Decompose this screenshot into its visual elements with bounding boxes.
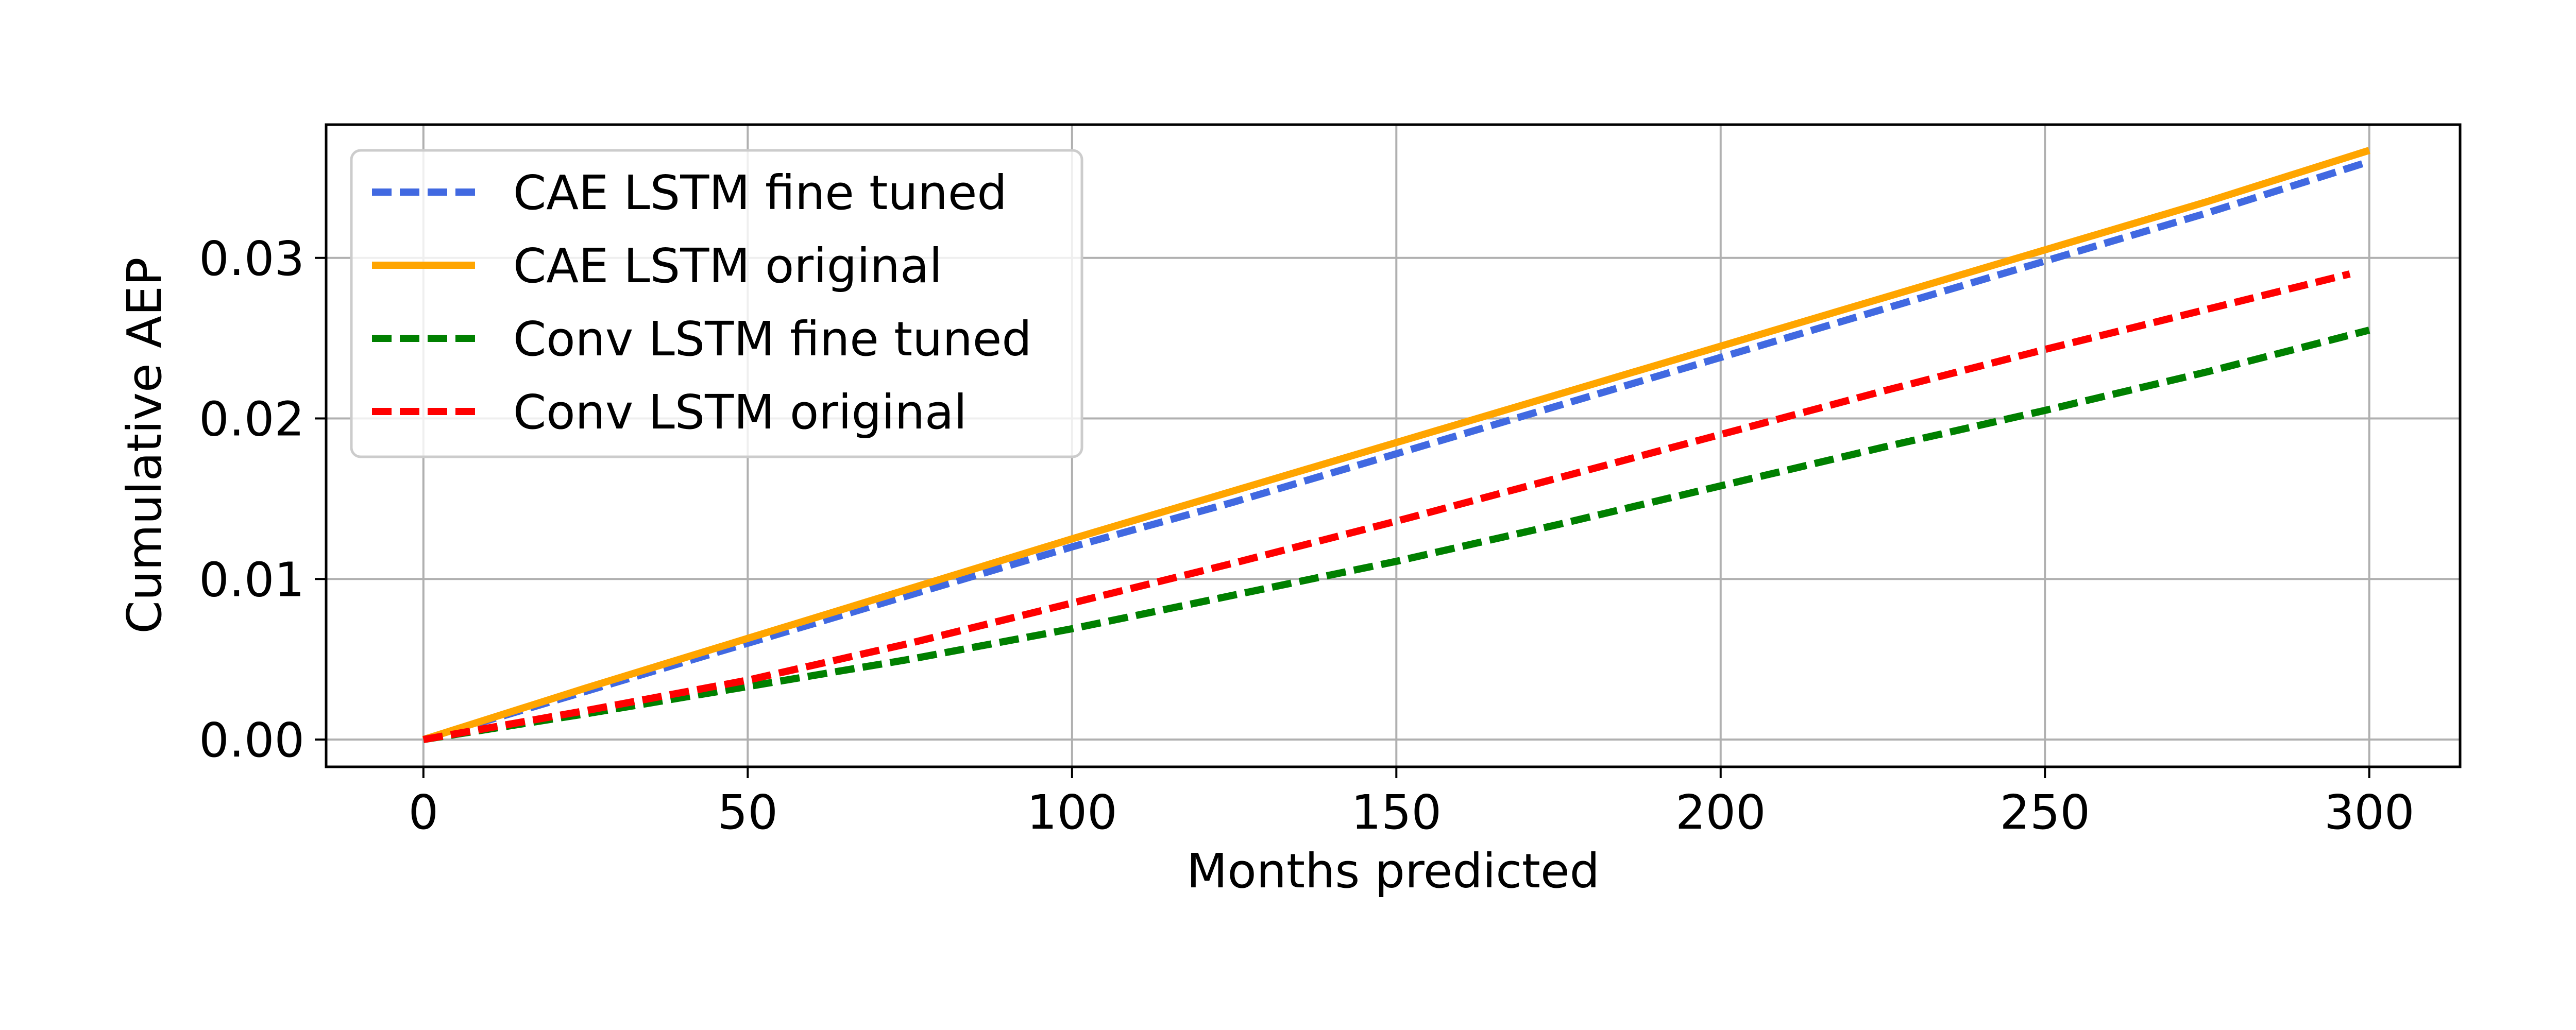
legend-box bbox=[350, 149, 1083, 458]
legend-label: Conv LSTM fine tuned bbox=[513, 312, 1032, 367]
legend: CAE LSTM fine tuned CAE LSTM original Conv… bbox=[350, 149, 1083, 458]
x-tick-label: 200 bbox=[1675, 785, 1766, 840]
y-tick-label: 0.02 bbox=[199, 392, 304, 447]
y-tick-label: 0.03 bbox=[199, 231, 304, 286]
plot-frame bbox=[325, 123, 2462, 768]
x-tick-label: 0 bbox=[409, 785, 439, 840]
x-tick-label: 250 bbox=[1999, 785, 2090, 840]
y-tick-label: 0.01 bbox=[199, 552, 304, 607]
series-line bbox=[422, 158, 2370, 743]
x-tick-label: 50 bbox=[718, 785, 778, 840]
y-axis-label: Cumulative AEP bbox=[117, 258, 172, 634]
series-lines bbox=[422, 147, 2370, 743]
x-tick-label: 150 bbox=[1351, 785, 1442, 840]
axis-ticks: 0 50 100 150 200 250 300 0.00 0.01 0.02 0.03 bbox=[199, 231, 2414, 840]
series-line bbox=[422, 147, 2370, 743]
x-axis-label: Months predicted bbox=[1187, 844, 1600, 899]
y-tick-label: 0.00 bbox=[199, 713, 304, 768]
x-tick-label: 100 bbox=[1027, 785, 1117, 840]
legend-label: CAE LSTM fine tuned bbox=[513, 165, 1007, 220]
legend-label: CAE LSTM original bbox=[513, 238, 942, 294]
legend-label: Conv LSTM original bbox=[513, 385, 967, 440]
series-line bbox=[422, 327, 2370, 743]
x-tick-label: 300 bbox=[2324, 785, 2415, 840]
